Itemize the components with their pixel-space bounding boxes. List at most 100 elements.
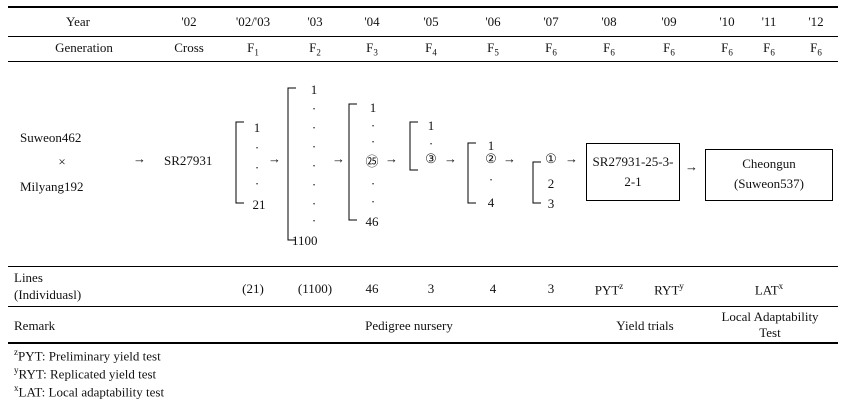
pyt-label: PYTz: [594, 281, 624, 298]
arrow-f1-to-f2: →: [268, 151, 281, 166]
f2-bottom: 1100: [292, 233, 318, 248]
year-10: '10: [719, 14, 735, 29]
header-bottom-rule: [8, 61, 838, 62]
arrow-line-to-cultivar: →: [685, 159, 698, 174]
footnote-ryt: yRYT: Replicated yield test: [14, 365, 157, 382]
generation-sub: 1: [254, 47, 259, 58]
header-divider: [8, 36, 838, 37]
ryt-label: RYTy: [654, 281, 684, 298]
generation-12: F6: [810, 40, 822, 58]
generation-base: F: [663, 40, 671, 55]
generation-sub: 6: [552, 47, 557, 58]
remark-local-2: Test: [759, 325, 781, 340]
arrow-f3-to-f4: →: [385, 151, 398, 166]
generation-base: F: [810, 40, 818, 55]
cultivar-code: (Suweon537): [733, 176, 805, 191]
generation-5: F4: [425, 40, 437, 58]
f1-dot-1: ·: [254, 140, 260, 155]
table-top-rule: [8, 6, 838, 8]
arrow-f6-to-line: →: [565, 151, 578, 166]
bracket-f1: [235, 121, 244, 204]
generation-sub: 6: [770, 47, 775, 58]
generation-9: F6: [663, 40, 675, 58]
cross-name: SR27931: [164, 153, 213, 168]
year-4: '04: [364, 14, 380, 29]
f4-dot: ·: [428, 136, 434, 151]
arrow-f4-to-f5: →: [444, 151, 457, 166]
f6-bottom: 3: [547, 196, 555, 211]
f3-dot-4: ·: [370, 194, 376, 209]
f1-dot-2: ·: [254, 160, 260, 175]
generation-2: F1: [247, 40, 259, 58]
f2-dot-3: ·: [311, 139, 317, 154]
generation-base: F: [247, 40, 255, 55]
f4-top: 1: [427, 118, 435, 133]
f1-dot-3: ·: [254, 176, 260, 191]
lines-label-individuals: (Individuasl): [14, 287, 82, 302]
arrow-f5-to-f6: →: [503, 151, 516, 166]
generation-sub: 5: [494, 47, 499, 58]
selected-line-name-2: 2-1: [624, 174, 642, 189]
f2-dot-2: ·: [311, 120, 317, 135]
generation-10: F6: [721, 40, 733, 58]
year-2: '02/'03: [235, 14, 271, 29]
diagram-bottom-rule: [8, 266, 838, 267]
cultivar-name: Cheongun: [742, 156, 796, 171]
f3-dot-1: ·: [370, 118, 376, 133]
remark-pedigree: Pedigree nursery: [365, 318, 453, 333]
generation-sub: 6: [610, 47, 615, 58]
generation-3: F2: [309, 40, 321, 58]
f2-dot-6: ·: [311, 196, 317, 211]
arrow-f2-to-f3: →: [332, 151, 345, 166]
year-3: '03: [307, 14, 323, 29]
year-1: '02: [181, 14, 197, 29]
generation-7: F6: [545, 40, 557, 58]
generation-base: F: [603, 40, 611, 55]
f1-top: 1: [253, 120, 261, 135]
lines-value-3: 46: [365, 281, 379, 296]
lines-row-divider: [8, 306, 838, 307]
footnote-pyt: zPYT: Preliminary yield test: [14, 347, 161, 364]
year-7: '07: [543, 14, 559, 29]
remark-label: Remark: [14, 318, 56, 333]
remark-yield: Yield trials: [616, 318, 674, 333]
lines-value-6: 3: [547, 281, 555, 296]
generation-sub: 3: [373, 47, 378, 58]
generation-base: F: [545, 40, 553, 55]
f2-dot-1: ·: [311, 101, 317, 116]
generation-base: F: [366, 40, 374, 55]
f2-dot-5: ·: [311, 177, 317, 192]
selected-line-name-1: SR27931-25-3-: [592, 154, 674, 169]
f3-top: 1: [369, 100, 377, 115]
generation-4: F3: [366, 40, 378, 58]
lines-value-4: 3: [427, 281, 435, 296]
f3-dot-2: ·: [370, 134, 376, 149]
f6-selected: ①: [545, 151, 557, 166]
generation-base: Cross: [174, 40, 204, 55]
generation-sub: 2: [316, 47, 321, 58]
bracket-f5: [467, 142, 476, 204]
year-label: Year: [66, 14, 90, 29]
f5-bottom: 4: [487, 195, 495, 210]
generation-base: F: [487, 40, 495, 55]
f3-bottom: 46: [365, 214, 379, 229]
lat-label: LATx: [754, 281, 784, 298]
generation-base: F: [309, 40, 317, 55]
arrow-parents-to-cross: →: [133, 151, 146, 166]
generation-base: F: [425, 40, 433, 55]
parent-1: Suweon462: [20, 130, 82, 145]
selected-line-box: SR27931-25-3- 2-1: [586, 143, 680, 201]
lines-value-5: 4: [489, 281, 497, 296]
footnote-lat: xLAT: Local adaptability test: [14, 383, 165, 400]
generation-sub: 6: [817, 47, 822, 58]
bracket-f2: [287, 87, 296, 241]
table-bottom-rule: [8, 342, 838, 344]
generation-6: F5: [487, 40, 499, 58]
generation-sub: 6: [728, 47, 733, 58]
lines-label: Lines: [14, 270, 43, 285]
generation-sub: 4: [432, 47, 437, 58]
year-8: '08: [601, 14, 617, 29]
year-6: '06: [485, 14, 501, 29]
f5-top: 1: [487, 138, 495, 153]
remark-local-1: Local Adaptability: [721, 309, 819, 324]
